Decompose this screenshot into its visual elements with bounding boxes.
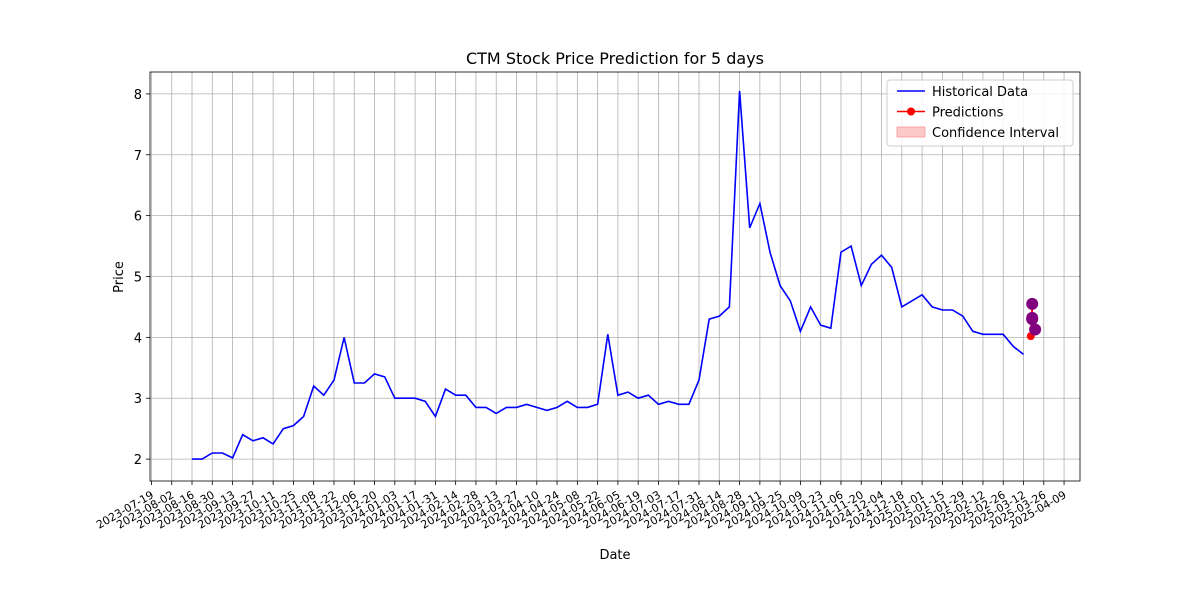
series-line	[192, 90, 1024, 460]
y-tick-label: 4	[134, 331, 142, 346]
legend-label: Historical Data	[932, 85, 1028, 100]
prediction-marker	[1026, 297, 1039, 310]
y-tick-label: 6	[134, 210, 142, 225]
legend-box	[886, 79, 1074, 147]
chart-title: CTM Stock Price Prediction for 5 days	[466, 49, 764, 68]
x-axis-label: Date	[599, 548, 630, 563]
legend-marker	[907, 107, 915, 116]
legend-label: Confidence Interval	[932, 126, 1059, 141]
y-tick-label: 5	[134, 271, 142, 286]
y-axis-label: Price	[112, 261, 127, 293]
plot-frame	[149, 71, 1081, 482]
prediction-marker	[1026, 313, 1039, 326]
legend-swatch	[896, 126, 926, 138]
legend-label: Predictions	[932, 106, 1004, 121]
y-tick-label: 8	[134, 88, 142, 103]
y-tick-label: 3	[134, 392, 142, 407]
y-tick-label: 7	[134, 149, 142, 164]
prediction-marker	[1029, 323, 1042, 336]
y-tick-label: 2	[134, 453, 142, 468]
